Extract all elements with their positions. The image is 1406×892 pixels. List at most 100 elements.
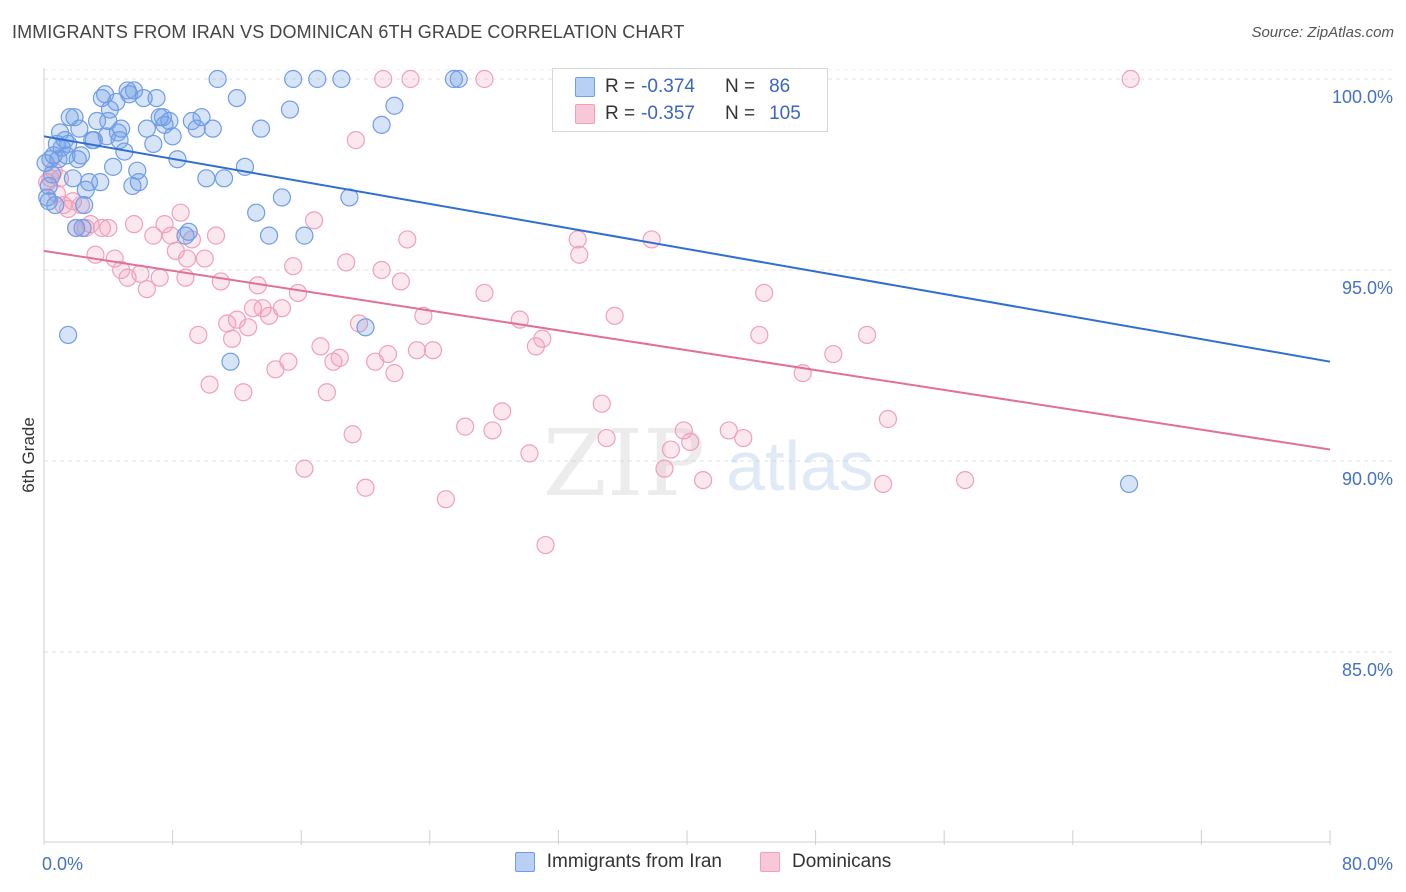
iran-point: [179, 222, 198, 241]
dominicans-point: [605, 306, 624, 325]
iran-point: [42, 165, 62, 184]
grid-layer: [44, 69, 1392, 653]
iran-point: [70, 119, 89, 138]
correlation-legend: R = -0.374 N = 86 R = -0.357 N = 105: [552, 68, 828, 132]
legend-n-value: 86: [769, 76, 791, 97]
dominicans-point: [475, 69, 494, 89]
dominicans-point: [92, 218, 111, 238]
dominicans-point: [195, 249, 214, 268]
iran-point: [59, 325, 78, 345]
iran-point: [124, 81, 144, 100]
legend-swatch-dominicans: [575, 104, 595, 124]
iran-point: [247, 203, 266, 222]
dominicans-point: [391, 272, 410, 291]
iran-point: [144, 134, 163, 154]
dominicans-point: [475, 283, 494, 303]
dominicans-point: [131, 264, 150, 283]
dominicans-point: [374, 69, 393, 89]
legend-label-iran: Immigrants from Iran: [546, 851, 722, 872]
dominicans-point: [655, 459, 674, 478]
iran-point: [75, 195, 94, 215]
iran-point: [129, 173, 148, 192]
dominicans-point: [755, 283, 774, 303]
iran-point: [203, 119, 222, 138]
dominicans-point: [681, 432, 700, 451]
x-tick-label: 80.0%: [1342, 854, 1393, 874]
legend-r-label: R =: [605, 76, 636, 97]
dominicans-point: [330, 348, 349, 367]
dominicans-point: [436, 490, 455, 509]
dominicans-point: [423, 341, 443, 360]
iran-point: [1119, 474, 1139, 494]
dominicans-point: [272, 299, 292, 318]
dominicans-point: [177, 249, 197, 268]
dominicans-point: [401, 69, 420, 89]
iran-point: [65, 108, 84, 127]
legend-r-value: -0.374: [641, 76, 695, 97]
dominicans-point: [288, 283, 308, 303]
iran-point: [108, 123, 128, 142]
iran-point: [134, 88, 153, 108]
legend-item-iran[interactable]: Immigrants from Iran: [514, 851, 722, 873]
iran-point: [280, 100, 300, 119]
iran-point: [182, 111, 201, 131]
iran-point: [308, 69, 327, 89]
iran-point: [251, 119, 271, 138]
y-tick-label: 85.0%: [1342, 660, 1393, 680]
iran-point: [91, 173, 110, 192]
dominicans-point: [222, 329, 242, 348]
legend-r-label: R =: [605, 103, 636, 124]
iran-point: [68, 150, 87, 169]
dominicans-point: [253, 299, 272, 318]
trend-layer: [43, 135, 1331, 451]
iran-point: [214, 169, 234, 188]
iran-point: [272, 188, 292, 207]
iran-point: [332, 69, 351, 89]
chart-source: Source: ZipAtlas.com: [1251, 24, 1394, 41]
iran-point: [147, 88, 166, 108]
y-axis-title: 6th Grade: [19, 417, 38, 493]
dominicans-point: [693, 471, 713, 490]
iran-point: [221, 352, 240, 371]
dominicans-point: [874, 474, 893, 494]
legend-row-dominicans: R = -0.357 N = 105: [553, 101, 801, 127]
iran-point: [356, 318, 375, 337]
dominicans-point: [337, 253, 356, 272]
dominicans-point: [211, 272, 230, 291]
dominicans-point: [155, 215, 174, 234]
watermark: ZIP atlas: [543, 410, 874, 517]
dominicans-point: [343, 425, 362, 444]
dominicans-point: [592, 394, 611, 413]
iran-point: [385, 96, 404, 115]
iran-point: [192, 108, 211, 127]
legend-n-label: N =: [724, 103, 756, 124]
legend-n-value: 105: [769, 103, 801, 124]
dominicans-trend-line: [43, 249, 1331, 451]
iran-point: [227, 88, 246, 108]
dominicans-point: [407, 341, 427, 360]
iran-point: [39, 192, 58, 211]
dominicans-point: [346, 131, 365, 150]
dominicans-point: [234, 383, 253, 402]
dominicans-point: [1121, 69, 1140, 89]
legend-swatch-dominicans: [760, 852, 780, 872]
dominicans-point: [200, 375, 219, 394]
dominicans-point: [385, 364, 404, 383]
iran-point: [284, 69, 303, 89]
iran-point: [444, 69, 464, 89]
dominicans-point: [674, 421, 693, 440]
dominicans-point: [171, 203, 190, 222]
dominicans-point: [144, 226, 163, 245]
legend-swatch-iran: [514, 852, 535, 872]
dominicans-point: [570, 245, 589, 264]
iran-point: [67, 218, 86, 238]
y-tick-label: 95.0%: [1342, 278, 1393, 298]
dominicans-point: [414, 306, 433, 325]
iran-point: [100, 100, 120, 119]
dominicans-point: [150, 268, 169, 287]
legend-item-dominicans[interactable]: Dominicans: [760, 851, 891, 873]
dominicans-point: [284, 257, 303, 276]
legend-label-dominicans: Dominicans: [792, 851, 892, 872]
iran-point: [128, 161, 147, 180]
dominicans-point: [456, 417, 475, 436]
